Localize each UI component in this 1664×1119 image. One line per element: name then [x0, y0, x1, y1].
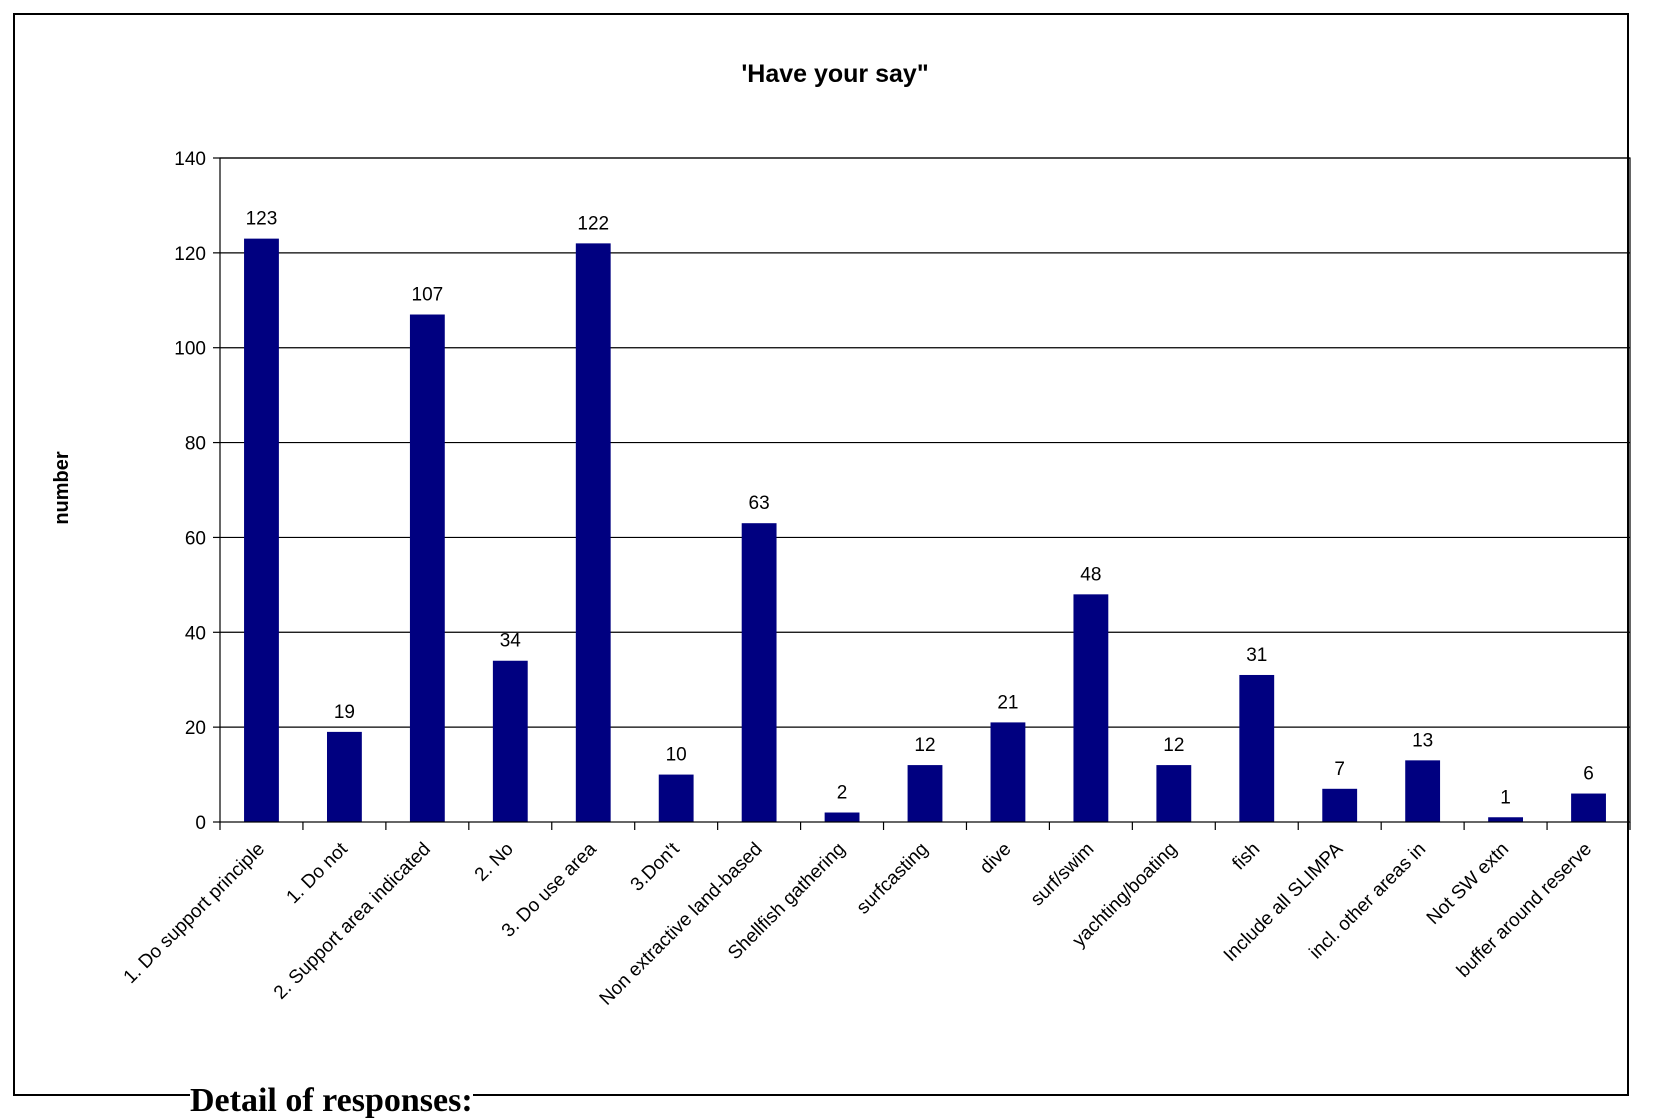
y-tick-label: 100 [174, 339, 206, 360]
bar [244, 238, 279, 823]
data-label: 19 [334, 702, 355, 723]
data-label: 1 [1500, 787, 1511, 808]
data-label: 48 [1080, 564, 1101, 585]
plot-area-border [219, 157, 1631, 823]
bar [1239, 674, 1275, 822]
bar [492, 660, 528, 822]
data-label: 6 [1583, 764, 1594, 785]
y-tick-label: 60 [185, 528, 206, 549]
data-label: 7 [1334, 759, 1345, 780]
data-label: 12 [914, 735, 935, 756]
category-label: 2. Support area indicated [270, 839, 435, 1004]
chart-frame [13, 13, 1629, 1096]
y-tick-label: 20 [185, 718, 206, 739]
data-label: 21 [997, 692, 1018, 713]
y-tick-label: 0 [195, 813, 206, 834]
category-label: 2. No [471, 839, 518, 886]
bar [907, 765, 943, 822]
footer-heading: Detail of responses: [190, 1082, 473, 1119]
category-label: 3.Don't [627, 838, 685, 896]
data-label: 12 [1163, 735, 1184, 756]
bar [741, 523, 777, 822]
category-label: Not SW extn [1423, 839, 1513, 929]
category-label: buffer around reserve [1453, 839, 1596, 982]
y-tick-label: 120 [174, 244, 206, 265]
y-tick-label: 40 [185, 623, 206, 644]
category-label: 1. Do support principle [120, 839, 269, 988]
y-axis-title: number [51, 451, 73, 525]
data-label: 34 [500, 631, 522, 652]
category-label: Non extractive land-based [596, 839, 767, 1010]
data-label: 122 [577, 213, 609, 234]
bar [1405, 760, 1441, 822]
data-label: 123 [246, 209, 278, 230]
data-label: 13 [1412, 730, 1433, 751]
bar [575, 243, 611, 822]
category-label: dive [976, 839, 1015, 878]
bar [1488, 817, 1524, 822]
category-label: surfcasting [853, 839, 933, 919]
chart-title: 'Have your say" [741, 60, 928, 88]
data-label: 10 [666, 745, 687, 766]
data-label: 63 [749, 493, 770, 514]
bar [1571, 793, 1606, 822]
bar [409, 314, 445, 822]
data-label: 2 [837, 783, 848, 804]
category-label: surf/swim [1027, 839, 1099, 911]
category-label: fish [1229, 839, 1265, 875]
bar [990, 722, 1026, 822]
data-label: 31 [1246, 645, 1267, 666]
y-tick-label: 80 [185, 434, 206, 455]
bar [1073, 594, 1109, 822]
bar [1322, 788, 1358, 822]
bar [824, 812, 860, 822]
y-tick-label: 140 [174, 149, 206, 170]
data-label: 107 [412, 285, 444, 306]
category-label: 1. Do not [283, 838, 353, 908]
bar [1156, 765, 1192, 822]
bar [326, 731, 362, 822]
bar [658, 774, 694, 822]
